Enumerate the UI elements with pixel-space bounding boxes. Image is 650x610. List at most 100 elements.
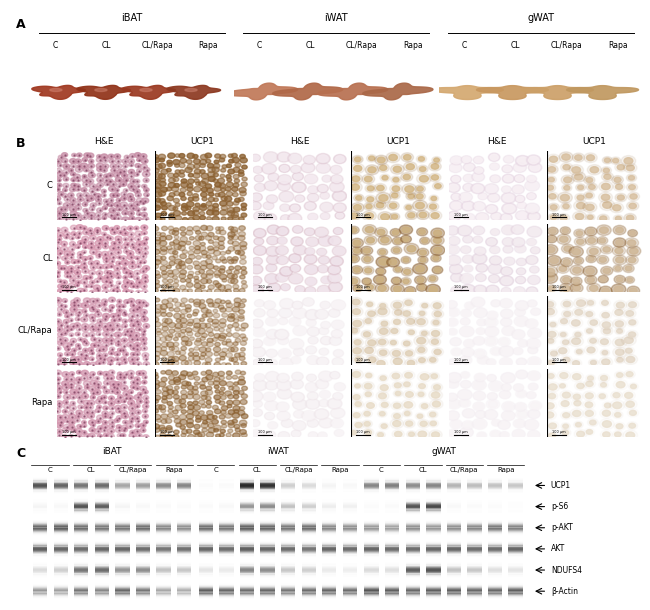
- Circle shape: [83, 276, 88, 279]
- Circle shape: [179, 264, 186, 269]
- Circle shape: [378, 285, 386, 291]
- Bar: [488, 547, 502, 548]
- Bar: [302, 506, 316, 508]
- Bar: [74, 503, 88, 504]
- Circle shape: [427, 203, 439, 211]
- Bar: [426, 562, 441, 563]
- Circle shape: [560, 195, 569, 201]
- Bar: [365, 529, 379, 531]
- Bar: [240, 508, 254, 509]
- Circle shape: [88, 386, 96, 392]
- Circle shape: [615, 248, 623, 254]
- Bar: [136, 500, 150, 501]
- Circle shape: [475, 350, 485, 357]
- Circle shape: [332, 420, 342, 426]
- Circle shape: [240, 334, 246, 338]
- Circle shape: [207, 264, 214, 269]
- Text: CL: CL: [253, 467, 261, 473]
- Bar: [219, 568, 234, 569]
- Bar: [447, 577, 461, 578]
- Bar: [219, 531, 234, 532]
- Bar: [95, 531, 109, 532]
- Bar: [261, 522, 275, 523]
- Bar: [302, 520, 316, 521]
- Circle shape: [616, 381, 625, 388]
- Bar: [261, 520, 275, 522]
- Circle shape: [81, 339, 87, 343]
- Bar: [322, 511, 337, 512]
- Bar: [426, 484, 441, 485]
- Circle shape: [254, 300, 265, 307]
- Bar: [219, 524, 234, 525]
- Circle shape: [60, 246, 68, 252]
- Circle shape: [626, 256, 638, 265]
- Circle shape: [107, 173, 113, 177]
- Circle shape: [449, 400, 459, 407]
- Circle shape: [577, 383, 584, 389]
- Bar: [261, 523, 275, 524]
- Bar: [488, 514, 502, 515]
- Bar: [115, 588, 129, 589]
- Circle shape: [233, 390, 239, 395]
- Bar: [343, 569, 357, 570]
- Bar: [508, 533, 523, 534]
- Text: 100 μm: 100 μm: [258, 285, 272, 289]
- Bar: [302, 488, 316, 489]
- Bar: [219, 575, 234, 576]
- Bar: [219, 586, 234, 587]
- Bar: [240, 533, 254, 534]
- Bar: [53, 509, 68, 510]
- Circle shape: [162, 322, 168, 327]
- Circle shape: [90, 351, 94, 355]
- Circle shape: [233, 323, 239, 328]
- Bar: [281, 485, 295, 486]
- Circle shape: [193, 261, 200, 265]
- Circle shape: [367, 302, 373, 306]
- Circle shape: [434, 303, 441, 309]
- Bar: [219, 491, 234, 492]
- Bar: [219, 485, 234, 486]
- Bar: [488, 501, 502, 502]
- Circle shape: [268, 373, 277, 380]
- Circle shape: [187, 192, 192, 196]
- Bar: [136, 551, 150, 552]
- Bar: [219, 480, 234, 481]
- Circle shape: [422, 239, 428, 243]
- Bar: [136, 575, 150, 576]
- Bar: [115, 500, 129, 501]
- Bar: [385, 525, 400, 526]
- Bar: [406, 529, 420, 530]
- Circle shape: [215, 358, 220, 362]
- Bar: [177, 562, 191, 563]
- Bar: [406, 489, 420, 490]
- Bar: [177, 552, 191, 553]
- Bar: [53, 521, 68, 522]
- Bar: [95, 544, 109, 545]
- Bar: [447, 499, 461, 500]
- Circle shape: [546, 403, 554, 409]
- Circle shape: [187, 414, 194, 419]
- Bar: [136, 594, 150, 595]
- Bar: [95, 577, 109, 578]
- Bar: [488, 523, 502, 524]
- Bar: [95, 490, 109, 492]
- Bar: [281, 509, 295, 511]
- Circle shape: [175, 154, 180, 157]
- Circle shape: [627, 183, 638, 192]
- Bar: [74, 513, 88, 514]
- Bar: [385, 562, 400, 563]
- Bar: [156, 529, 171, 531]
- Bar: [488, 564, 502, 565]
- Bar: [281, 587, 295, 588]
- Circle shape: [181, 385, 187, 389]
- Bar: [53, 545, 68, 547]
- Bar: [343, 511, 357, 512]
- Circle shape: [136, 249, 142, 254]
- Circle shape: [615, 193, 627, 202]
- Bar: [406, 481, 420, 483]
- Bar: [219, 552, 234, 553]
- Circle shape: [588, 301, 593, 305]
- Circle shape: [228, 347, 235, 352]
- Circle shape: [301, 163, 315, 173]
- Bar: [156, 583, 171, 584]
